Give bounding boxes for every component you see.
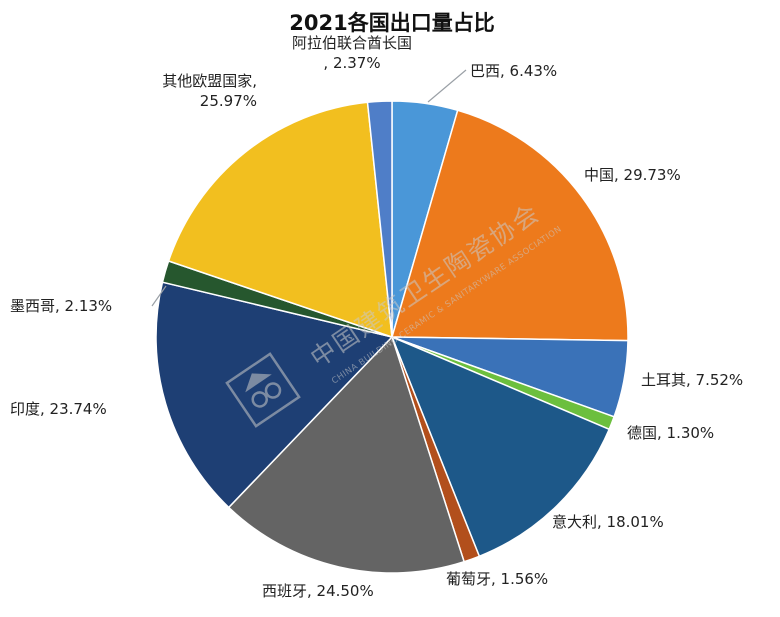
association-logo-icon xyxy=(225,352,301,428)
leader-line-9 xyxy=(151,285,167,307)
data-label-1: 巴西, 6.43% xyxy=(470,62,557,80)
data-label-5: 意大利, 18.01% xyxy=(552,513,664,531)
slice-2 xyxy=(391,109,629,342)
slice-8 xyxy=(155,281,394,509)
data-label-8: 印度, 23.74% xyxy=(10,400,107,418)
slice-10 xyxy=(167,101,393,339)
slice-7 xyxy=(227,335,466,574)
data-labels: 巴西, 6.43% 中国, 29.73% 土耳其, 7.52% 德国, 1.30% 意大… xyxy=(10,34,743,600)
chart-title: 2021各国出口量占比 xyxy=(289,11,494,35)
data-label-2: 中国, 29.73% xyxy=(584,166,681,184)
leader-lines xyxy=(151,69,467,307)
data-label-9: 墨西哥, 2.13% xyxy=(10,297,112,315)
data-label-10: 其他欧盟国家, 25.97% xyxy=(162,72,257,110)
data-label-11: 阿拉伯联合酋长国, 2.37% xyxy=(292,34,412,72)
leader-line-1 xyxy=(427,69,467,103)
data-label-3: 土耳其, 7.52% xyxy=(641,371,743,389)
data-label-7: 西班牙, 24.50% xyxy=(262,582,374,600)
pie-slices xyxy=(155,100,629,574)
data-label-4: 德国, 1.30% xyxy=(627,424,714,442)
data-label-6: 葡萄牙, 1.56% xyxy=(446,570,548,588)
slice-11 xyxy=(366,100,393,338)
slice-5 xyxy=(390,335,611,558)
